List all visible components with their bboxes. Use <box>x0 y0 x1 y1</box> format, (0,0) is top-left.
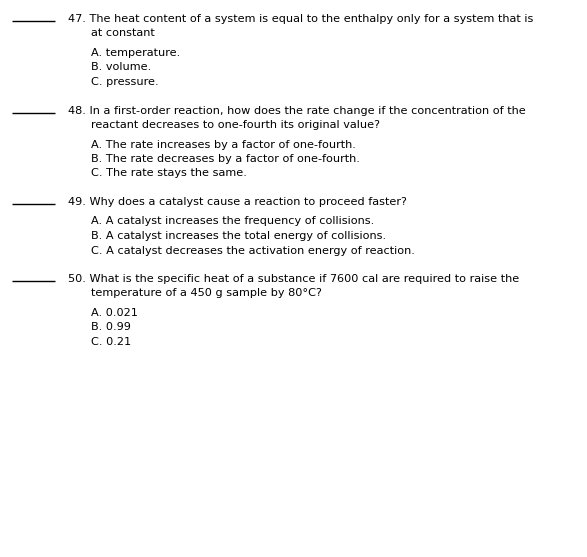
Text: C. 0.21: C. 0.21 <box>91 337 131 347</box>
Text: B. volume.: B. volume. <box>91 62 151 72</box>
Text: A. temperature.: A. temperature. <box>91 48 180 58</box>
Text: reactant decreases to one-fourth its original value?: reactant decreases to one-fourth its ori… <box>91 120 380 130</box>
Text: A. The rate increases by a factor of one-fourth.: A. The rate increases by a factor of one… <box>91 139 356 149</box>
Text: 47. The heat content of a system is equal to the enthalpy only for a system that: 47. The heat content of a system is equa… <box>68 14 534 24</box>
Text: B. The rate decreases by a factor of one-fourth.: B. The rate decreases by a factor of one… <box>91 154 360 164</box>
Text: C. A catalyst decreases the activation energy of reaction.: C. A catalyst decreases the activation e… <box>91 246 415 256</box>
Text: C. The rate stays the same.: C. The rate stays the same. <box>91 169 247 178</box>
Text: A. 0.021: A. 0.021 <box>91 308 138 318</box>
Text: at constant: at constant <box>91 28 155 38</box>
Text: 48. In a first-order reaction, how does the rate change if the concentration of : 48. In a first-order reaction, how does … <box>68 105 526 115</box>
Text: 49. Why does a catalyst cause a reaction to proceed faster?: 49. Why does a catalyst cause a reaction… <box>68 197 407 207</box>
Text: C. pressure.: C. pressure. <box>91 77 158 87</box>
Text: A. A catalyst increases the frequency of collisions.: A. A catalyst increases the frequency of… <box>91 217 375 227</box>
Text: 50. What is the specific heat of a substance if 7600 cal are required to raise t: 50. What is the specific heat of a subst… <box>68 274 519 284</box>
Text: temperature of a 450 g sample by 80°C?: temperature of a 450 g sample by 80°C? <box>91 289 322 299</box>
Text: B. A catalyst increases the total energy of collisions.: B. A catalyst increases the total energy… <box>91 231 386 241</box>
Text: B. 0.99: B. 0.99 <box>91 323 131 333</box>
